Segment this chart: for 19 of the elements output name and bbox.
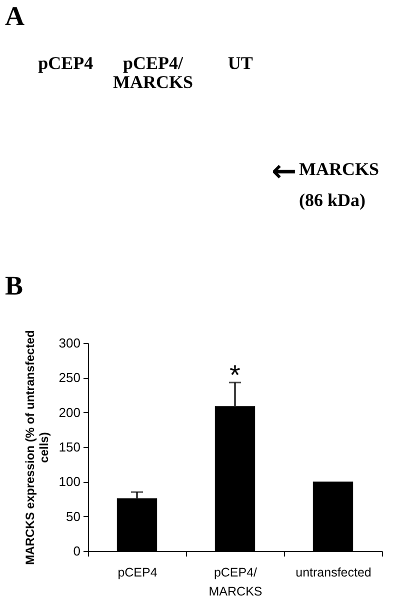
- y-tick-label: 300: [58, 336, 80, 350]
- y-axis-title: MARCKS expression (% of untransfected cells): [22, 330, 51, 565]
- text: A: [5, 1, 25, 31]
- category-label: UT: [228, 53, 253, 73]
- y-tick-label: 0: [73, 544, 80, 558]
- x-tick-label: untransfected: [296, 566, 372, 580]
- y-tick-label: 250: [58, 370, 80, 386]
- category-label: pCEP4/ MARCKS: [113, 53, 193, 92]
- category-label: pCEP4: [38, 53, 94, 73]
- y-tick-label: 150: [58, 440, 80, 454]
- text: ←: [271, 154, 297, 189]
- chart-title: B: [5, 270, 24, 301]
- y-tick-label: 100: [58, 474, 80, 490]
- annotation: *: [230, 360, 241, 391]
- y-tick-label: 50: [66, 508, 80, 524]
- x-tick-label: pCEP4: [118, 566, 158, 580]
- text: MARCKS (86 kDa): [299, 159, 379, 210]
- y-tick-label: 200: [58, 404, 80, 420]
- x-tick-label: pCEP4/ MARCKS: [208, 566, 262, 598]
